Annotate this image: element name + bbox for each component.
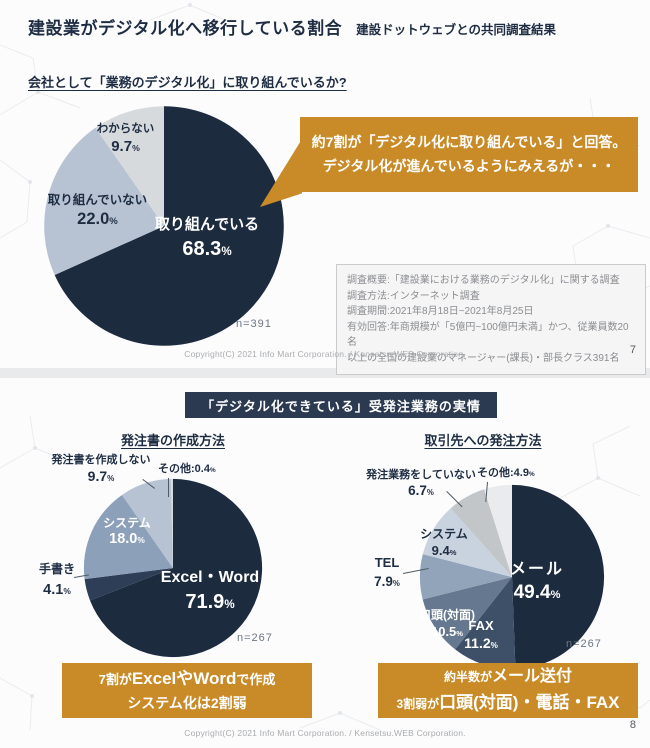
slice-label-other-left: その他:0.4% <box>158 463 216 475</box>
pie-slice <box>95 106 164 226</box>
pie-slice <box>512 484 605 670</box>
survey-question-heading: 会社として「業務のデジタル化」に取り組んでいるか? <box>28 75 347 90</box>
sample-size-label: n=267 <box>237 632 273 644</box>
slice-label-email: メール 49.4% <box>509 561 564 604</box>
leader-line <box>168 478 169 497</box>
sample-size-label: n=391 <box>236 318 272 330</box>
slice-label-not-working-on-it: 取り組んでいない 22.0% <box>47 193 148 228</box>
pie-slice <box>170 478 173 568</box>
slice-label-verbal-face-to-face: 口頭(対面) 10.5% <box>419 608 475 640</box>
pie-slice <box>450 489 512 577</box>
left-chart-title: 発注書の作成方法 <box>120 433 225 448</box>
page-subtitle: 建設ドットウェブとの共同調査結果 <box>356 23 557 37</box>
pie-slice <box>484 484 512 577</box>
copyright-text: Copyright(C) 2021 Info Mart Corporation.… <box>184 728 466 738</box>
slice-label-working-on-it: 取り組んでいる 68.3% <box>154 216 260 260</box>
pie-slice <box>419 554 512 600</box>
slice-label-fax: FAX 11.2% <box>464 618 498 651</box>
pie-slice <box>90 478 263 658</box>
slice-label-system-right: システム 9.4% <box>420 527 468 559</box>
slice-label-no-ordering: 発注業務をしていない 6.7% <box>366 469 476 499</box>
slide-7: 建設業がデジタル化へ移行している割合 建設ドットウェブとの共同調査結果 会社とし… <box>0 0 650 375</box>
sample-size-label: n=267 <box>566 638 602 650</box>
pie-slice <box>455 577 516 670</box>
pie-chart-digitalization-adoption <box>44 106 284 346</box>
pie-slice <box>54 106 284 346</box>
slide-8: 「デジタル化できている」受発注業務の実情 発注書の作成方法 取引先への発注方法 … <box>0 378 650 748</box>
copyright-text: Copyright(C) 2021 Info Mart Corporation.… <box>184 349 466 359</box>
pie-chart-order-method <box>419 484 605 670</box>
slice-label-system: システム 18.0% <box>103 516 151 548</box>
pie-slice <box>422 577 512 650</box>
pie-slice <box>422 508 512 577</box>
slice-label-unknown: わからない 9.7% <box>96 123 155 155</box>
pie-slice <box>121 478 173 568</box>
slice-label-other-right: その他:4.9% <box>477 467 535 479</box>
page-title: 建設業がデジタル化へ移行している割合 <box>28 19 343 38</box>
left-summary-callout: 7割がExcelやWordで作成 システム化は2割弱 <box>62 663 312 718</box>
slice-label-handwritten: 手書き 4.1% <box>38 562 75 599</box>
slide-title-row: 建設業がデジタル化へ移行している割合 建設ドットウェブとの共同調査結果 <box>28 14 556 39</box>
pie-slice <box>83 494 173 580</box>
slice-label-tel: TEL 7.9% <box>374 555 400 589</box>
survey-method-note: 調査概要:「建設業における業務のデジタル化」に関する調査 調査方法:インターネッ… <box>336 264 646 375</box>
section-banner: 「デジタル化できている」受発注業務の実情 <box>185 392 497 418</box>
slice-label-no-purchase-order: 発注書を作成しない 9.7% <box>51 454 151 485</box>
insight-callout: 約7割が「デジタル化に取り組んでいる」と回答。 デジタル化が進んでいるようにみえ… <box>300 117 638 192</box>
page-number: 7 <box>629 344 636 356</box>
pie-slice <box>44 127 165 275</box>
right-chart-title: 取引先への発注方法 <box>424 433 542 448</box>
right-summary-callout: 約半数がメール送付 3割弱が口頭(対面)・電話・FAX <box>378 663 638 718</box>
pie-slice <box>84 568 173 601</box>
page-number: 8 <box>629 719 636 731</box>
pie-chart-po-creation-method <box>83 478 263 658</box>
slice-label-excel-word: Excel・Word 71.9% <box>160 569 260 614</box>
